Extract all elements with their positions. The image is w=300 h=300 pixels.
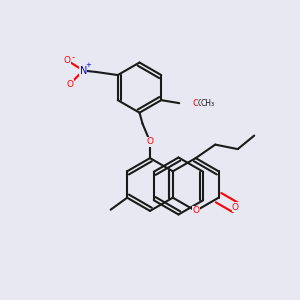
Text: O: O bbox=[66, 80, 73, 88]
Text: O: O bbox=[232, 203, 239, 212]
Text: O: O bbox=[192, 206, 199, 215]
Text: CH₃: CH₃ bbox=[198, 99, 212, 108]
Text: -: - bbox=[71, 53, 74, 62]
Text: +: + bbox=[86, 62, 92, 68]
Text: N: N bbox=[80, 66, 87, 76]
Text: O: O bbox=[146, 137, 154, 146]
Text: O: O bbox=[193, 99, 200, 108]
Text: O: O bbox=[63, 56, 70, 64]
Text: CH₃: CH₃ bbox=[201, 99, 215, 108]
